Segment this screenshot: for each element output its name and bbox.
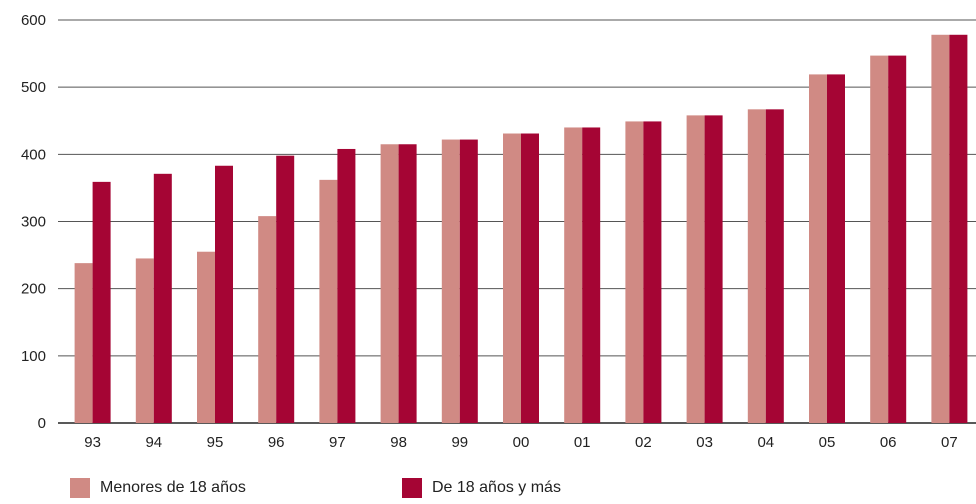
legend-item-menores: Menores de 18 años	[70, 478, 246, 498]
bar-menores	[686, 115, 705, 424]
bar-mayores	[521, 133, 539, 424]
x-tick-label: 94	[145, 434, 162, 451]
bar-mayores	[337, 148, 356, 423]
x-tick-label: 06	[880, 434, 897, 451]
bar-menores	[441, 139, 460, 423]
bar-menores	[197, 251, 215, 423]
y-tick-label: 100	[21, 348, 46, 365]
bar-mayores	[398, 144, 417, 423]
bar-mayores	[92, 181, 111, 423]
bar-menores	[503, 133, 521, 424]
bar-mayores	[827, 74, 845, 423]
bar-menores	[870, 55, 889, 424]
x-tick-label: 99	[451, 434, 468, 451]
y-tick-label: 200	[21, 281, 46, 298]
bar-menores	[564, 127, 583, 423]
bar-menores	[380, 144, 399, 423]
bar-menores	[809, 74, 827, 423]
bar-mayores	[765, 109, 784, 423]
bar-mayores	[215, 165, 233, 424]
x-tick-label: 95	[207, 434, 224, 451]
bar-mayores	[704, 115, 723, 424]
x-tick-label: 98	[390, 434, 407, 451]
x-tick-label: 07	[941, 434, 958, 451]
bar-menores	[135, 258, 154, 423]
x-tick-label: 96	[268, 434, 285, 451]
y-tick-label: 600	[21, 12, 46, 29]
x-tick-label: 01	[574, 434, 591, 451]
bar-mayores	[888, 55, 907, 424]
bar-menores	[258, 216, 277, 423]
x-tick-label: 05	[819, 434, 836, 451]
y-tick-label: 500	[21, 79, 46, 96]
bar-mayores	[276, 155, 295, 423]
x-tick-label: 97	[329, 434, 346, 451]
bar-mayores	[459, 139, 478, 423]
legend-item-mayores: De 18 años y más	[402, 478, 561, 498]
bar-menores	[319, 179, 338, 423]
y-tick-label: 0	[38, 415, 46, 432]
x-tick-label: 00	[513, 434, 530, 451]
bar-mayores	[582, 127, 601, 423]
x-tick-label: 93	[84, 434, 101, 451]
legend-label-menores: Menores de 18 años	[100, 479, 246, 496]
bar-mayores	[643, 121, 662, 424]
bar-menores	[74, 263, 93, 423]
x-tick-label: 02	[635, 434, 652, 451]
bar-mayores	[153, 173, 172, 423]
y-tick-label: 300	[21, 214, 46, 231]
bar-mayores	[949, 34, 968, 423]
x-tick-label: 04	[757, 434, 774, 451]
x-tick-label: 03	[696, 434, 713, 451]
y-tick-label: 400	[21, 146, 46, 163]
bar-menores	[625, 121, 644, 424]
legend-swatch-menores	[70, 478, 90, 498]
legend-label-mayores: De 18 años y más	[432, 479, 561, 496]
bar-menores	[931, 34, 950, 423]
bar-menores	[747, 109, 766, 423]
legend-swatch-mayores	[402, 478, 422, 498]
